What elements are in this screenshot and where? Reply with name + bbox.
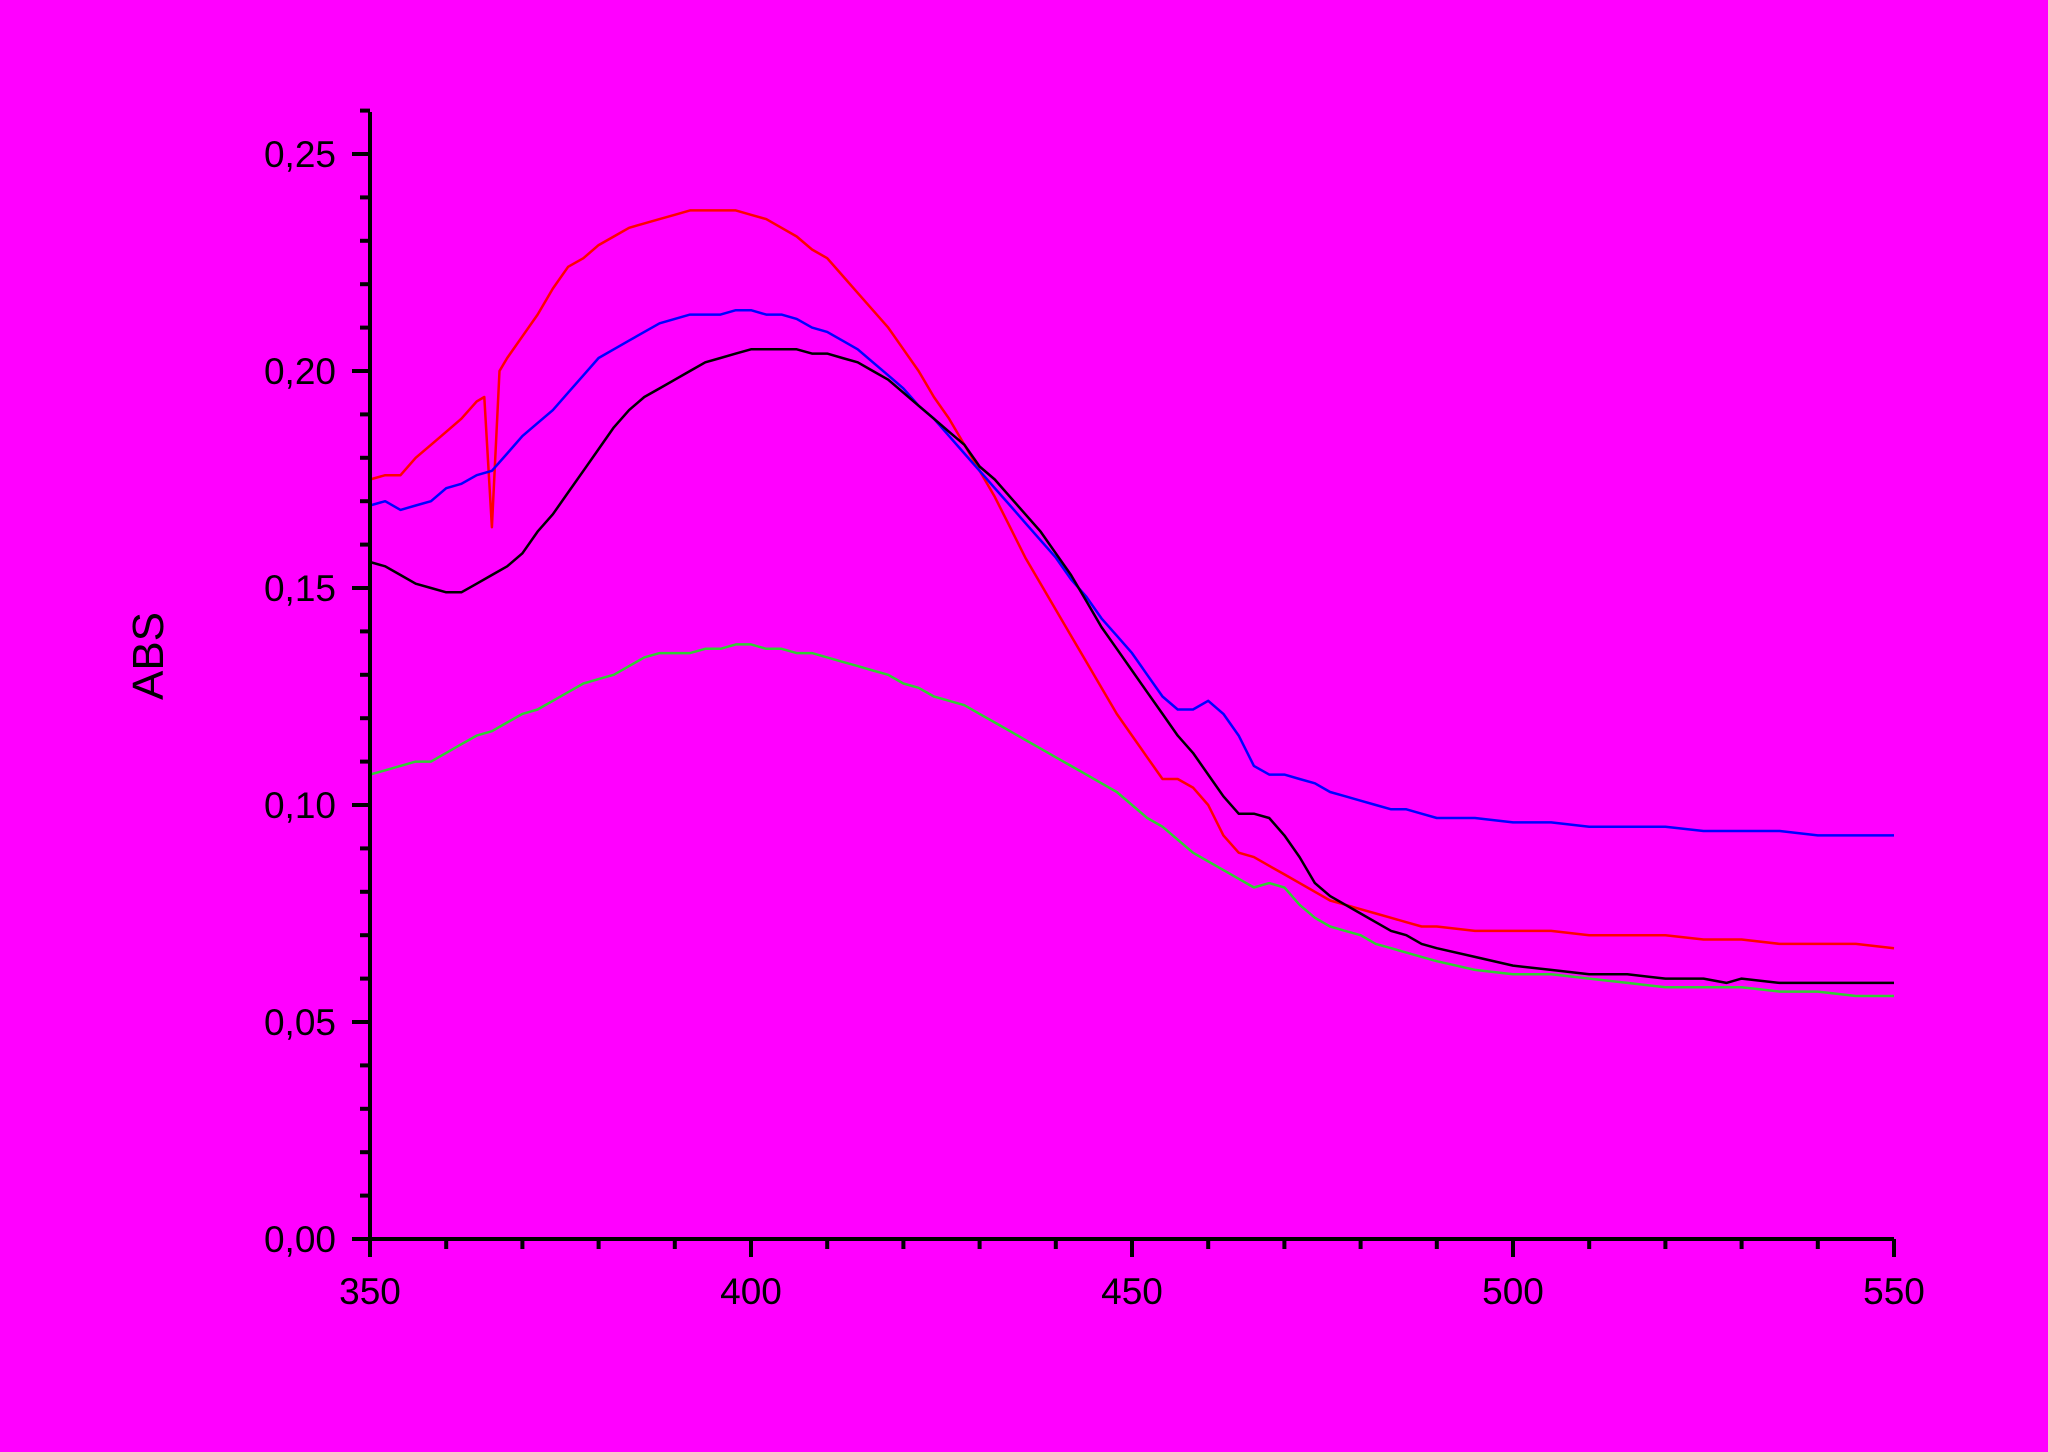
y-tick-label: 0,15 [264, 568, 336, 609]
x-tick-label: 450 [1101, 1271, 1163, 1312]
y-tick-label: 0,25 [264, 134, 336, 175]
y-tick-label: 0,00 [264, 1219, 336, 1260]
x-tick-label: 500 [1482, 1271, 1544, 1312]
x-tick-label: 400 [720, 1271, 782, 1312]
series-line-2 [369, 308, 1894, 837]
x-tick-label: 550 [1863, 1271, 1925, 1312]
x-tick-label: 350 [339, 1271, 401, 1312]
series-line-3 [369, 348, 1894, 985]
y-tick-label: 0,05 [264, 1002, 336, 1043]
y-tick-label: 0,10 [264, 785, 336, 826]
ticks-layer: 0,00 0,05 0,10 0,15 0,20 0,25 350 400 450 500 550 [264, 108, 1925, 1312]
series-line-4 [369, 643, 1894, 998]
y-axis-title: ABS [124, 612, 173, 700]
series-layer [369, 209, 1895, 998]
y-tick-label: 0,20 [264, 351, 336, 392]
